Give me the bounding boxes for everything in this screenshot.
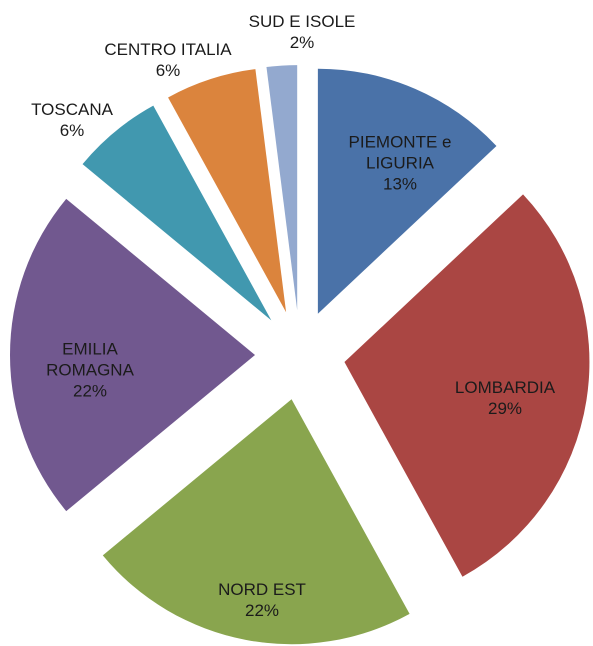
- category-label: LOMBARDIA: [454, 378, 556, 397]
- slice-label: SUD E ISOLE 2%: [232, 11, 372, 53]
- slice-label: NORD EST 22%: [192, 579, 332, 621]
- pie-slice: [266, 65, 298, 311]
- value-label: 22%: [244, 601, 280, 620]
- category-label: NORD EST: [218, 580, 306, 599]
- slice-label: PIEMONTE e LIGURIA 13%: [340, 132, 460, 195]
- value-label: 13%: [382, 174, 418, 194]
- value-label: 6%: [155, 61, 181, 80]
- category-label: EMILIA ROMAGNA: [46, 339, 134, 380]
- pie-slice: [9, 198, 255, 512]
- slice-label: TOSCANA 6%: [12, 99, 132, 141]
- category-label: CENTRO ITALIA: [104, 40, 232, 59]
- value-label: 2%: [289, 33, 315, 52]
- pie-slice: [82, 105, 272, 321]
- slice-label: CENTRO ITALIA 6%: [83, 39, 253, 81]
- slice-label: EMILIA ROMAGNA 22%: [40, 339, 140, 402]
- value-label: 6%: [59, 121, 85, 140]
- category-label: SUD E ISOLE: [248, 12, 356, 31]
- pie-slice: [102, 399, 410, 645]
- category-label: TOSCANA: [31, 100, 113, 119]
- value-label: 22%: [72, 381, 108, 401]
- pie-slice: [344, 194, 590, 577]
- pie-slice: [168, 69, 287, 313]
- category-label: PIEMONTE e LIGURIA: [348, 132, 452, 173]
- slice-label: LOMBARDIA 29%: [435, 377, 575, 419]
- value-label: 29%: [487, 399, 523, 418]
- pie-slice: [317, 68, 497, 314]
